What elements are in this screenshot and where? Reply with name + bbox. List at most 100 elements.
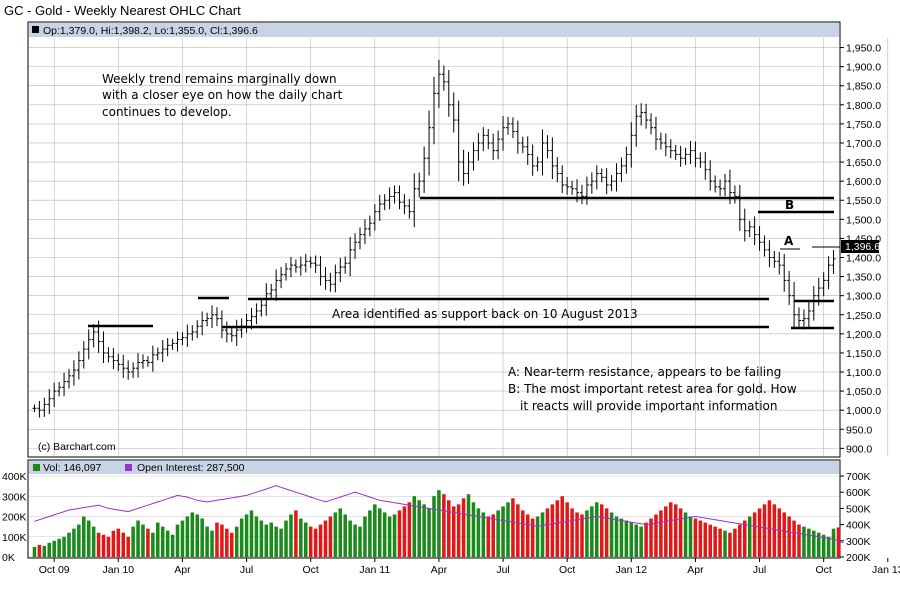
volume-bar <box>303 522 308 557</box>
volume-bar <box>397 510 402 557</box>
ohlc-bar <box>254 303 259 325</box>
ohlc-bar <box>180 331 185 346</box>
open-interest-line <box>34 485 844 544</box>
ohlc-bar <box>560 165 565 194</box>
ohlc-bar <box>126 360 131 380</box>
volume-bar <box>116 528 121 557</box>
volume-bar <box>254 516 259 557</box>
ohlc-bar <box>718 179 723 197</box>
volume-bar <box>664 506 668 557</box>
volume-bar <box>210 530 214 557</box>
volume-bar <box>629 522 634 557</box>
ohlc-bar <box>579 184 584 205</box>
ohlc-bar <box>456 100 461 182</box>
volume-bar <box>836 527 841 557</box>
ohlc-bar <box>284 263 289 281</box>
ohlc-bar <box>501 116 506 151</box>
price-tick-label: 1,300.0 <box>846 291 881 303</box>
volume-bar <box>72 528 76 557</box>
volume-bar <box>136 520 140 557</box>
ohlc-bar <box>382 194 387 211</box>
volume-bar <box>269 522 273 557</box>
volume-bar <box>146 528 150 557</box>
volume-bar <box>723 530 727 557</box>
price-tick-label: 1,700.0 <box>846 138 881 150</box>
date-tick-label: Oct <box>559 564 575 576</box>
legend-a-note: A: Near-term resistance, appears to be f… <box>508 365 781 379</box>
ohlc-bar <box>510 117 515 139</box>
date-axis: Oct 09 Jan 10 Apr Jul Oct Jan 11 Apr Jul Oct Jan … <box>39 558 900 576</box>
volume-bar <box>392 514 397 557</box>
volume-bar <box>708 524 712 557</box>
volume-readout: Vol: 146,097 <box>43 462 102 474</box>
volume-bar <box>733 528 737 557</box>
ohlc-bar <box>639 103 644 126</box>
volume-bar <box>220 524 224 557</box>
ohlc-bar <box>811 286 816 321</box>
last-price-tag <box>841 240 879 253</box>
ohlc-bar <box>496 130 501 160</box>
volume-tick-label: 200K <box>2 512 27 524</box>
oi-tick-label: 700K <box>846 471 871 483</box>
ohlc-bars <box>32 59 836 418</box>
copyright: (c) Barchart.com <box>38 441 116 453</box>
ohlc-bar <box>259 299 264 317</box>
volume-bar <box>525 514 530 557</box>
volume-bar <box>703 522 708 557</box>
price-tick-label: 1,850.0 <box>846 81 881 93</box>
ohlc-bar <box>446 69 451 117</box>
price-tick-label: 1,800.0 <box>846 100 881 112</box>
ohlc-series-swatch <box>32 26 39 33</box>
price-axis: 900.0 950.0 1,000.0 1,050.0 1,100.0 1,150.0 1,… <box>840 43 881 455</box>
ohlc-bar <box>801 309 806 330</box>
price-tick-label: 900.0 <box>846 443 872 455</box>
ohlc-bar <box>150 345 155 372</box>
ohlc-bar <box>422 146 427 193</box>
ohlc-bar <box>540 129 545 176</box>
volume-bar <box>111 530 116 557</box>
volume-bar <box>32 546 37 557</box>
ohlc-bar <box>219 310 224 339</box>
ohlc-bar <box>782 253 787 292</box>
volume-bar <box>668 502 673 557</box>
ohlc-bar <box>323 267 328 290</box>
volume-bar <box>165 530 170 557</box>
volume-bar <box>249 510 254 557</box>
volume-bar <box>639 526 643 557</box>
ohlc-bar <box>441 65 446 91</box>
ohlc-bar <box>653 116 658 151</box>
ohlc-bar <box>742 208 747 242</box>
price-tick-label: 1,150.0 <box>846 348 881 360</box>
volume-bar <box>432 496 436 557</box>
volume-bar <box>698 520 703 557</box>
ohlc-bar <box>737 184 742 231</box>
ohlc-bar <box>47 389 52 415</box>
volume-bar <box>353 524 357 557</box>
ohlc-bar <box>377 194 382 221</box>
volume-bar <box>486 516 491 557</box>
price-tick-label: 1,500.0 <box>846 214 881 226</box>
volume-bar <box>575 512 579 557</box>
volume-bar <box>649 518 653 557</box>
volume-bar <box>688 516 693 557</box>
volume-bar <box>471 502 476 557</box>
volume-bar <box>91 526 96 557</box>
volume-bar <box>540 512 545 557</box>
ohlc-bar <box>279 266 284 289</box>
oi-tick-label: 600K <box>846 487 871 499</box>
ohlc-bar <box>821 272 826 297</box>
volume-tick-label: 0K <box>2 552 15 564</box>
ohlc-bar <box>333 264 338 293</box>
ohlc-bar <box>224 321 229 343</box>
volume-bar <box>718 528 722 557</box>
price-tick-label: 1,400.0 <box>846 252 881 264</box>
volume-bar <box>456 504 461 557</box>
ohlc-bar <box>505 116 510 135</box>
legend-b-note-line2: it reacts will provide important informa… <box>520 399 778 413</box>
volume-bar <box>447 500 451 557</box>
price-tick-label: 1,600.0 <box>846 176 881 188</box>
ohlc-bar <box>42 397 47 417</box>
ohlc-bar <box>436 59 441 108</box>
price-tick-label: 1,350.0 <box>846 272 881 284</box>
